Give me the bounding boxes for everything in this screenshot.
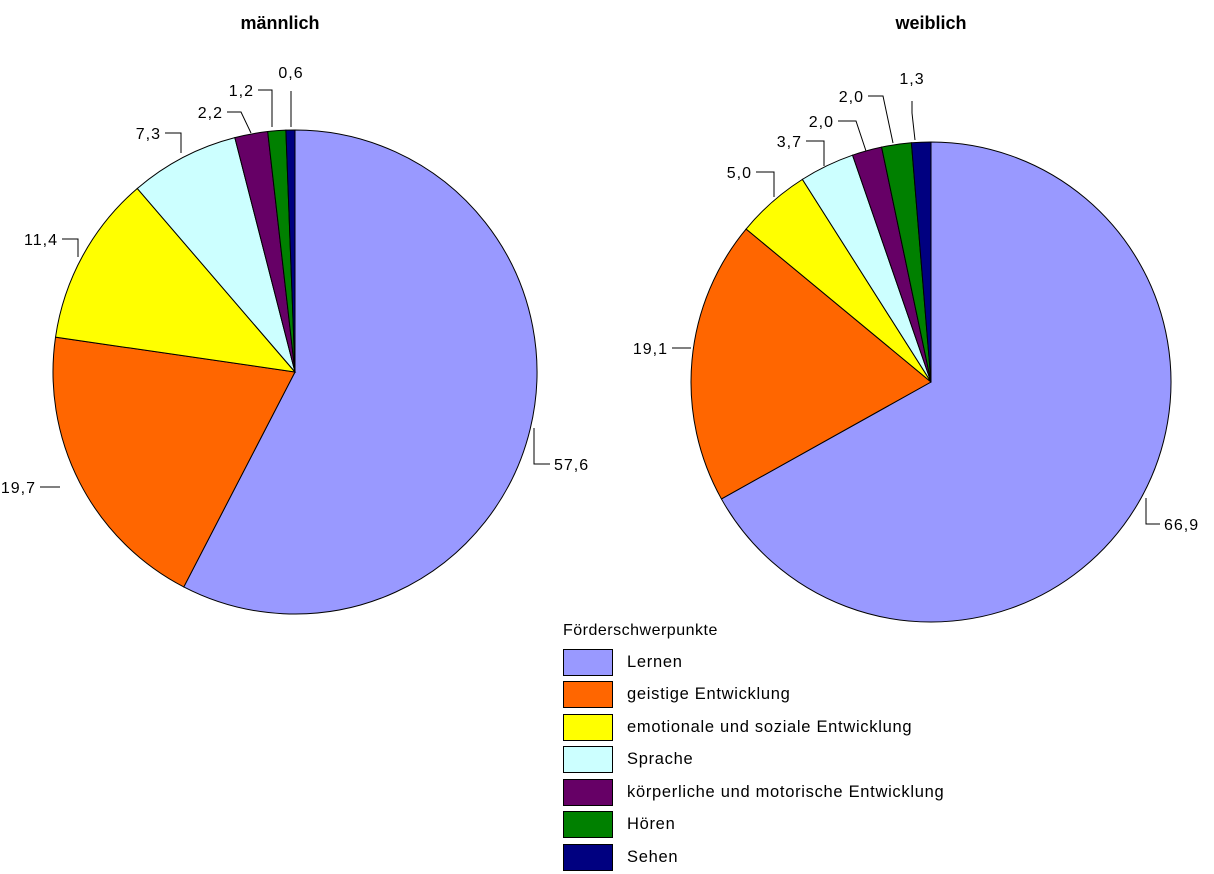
legend-item-hoeren: Hören <box>563 809 944 842</box>
leader-line <box>165 132 182 153</box>
legend-swatch <box>563 681 613 709</box>
legend-label: geistige Entwicklung <box>627 685 791 704</box>
leader-line <box>227 111 252 134</box>
legend-label: körperliche und motorische Entwicklung <box>627 782 945 801</box>
pie-slice-weiblich-geistige-entwicklung <box>690 228 932 500</box>
legend-swatch <box>563 746 613 774</box>
pie-slice-maennlich-lernen <box>183 129 538 615</box>
legend-swatch <box>563 811 613 839</box>
leader-line <box>533 428 550 465</box>
leader-line <box>838 120 867 152</box>
leader-line <box>258 89 273 127</box>
data-label: 7,3 <box>136 126 161 143</box>
data-label: 1,3 <box>899 71 924 88</box>
legend-items: Lernen geistige Entwicklung emotionale und… <box>563 646 944 874</box>
data-label: 11,4 <box>24 232 58 249</box>
data-label: 57,6 <box>554 457 589 474</box>
legend-label: Hören <box>627 815 676 834</box>
pie-title-maennlich: männlich <box>240 13 319 33</box>
data-label: 2,0 <box>839 89 864 106</box>
data-label: 1,2 <box>229 83 254 100</box>
legend-item-sehen: Sehen <box>563 841 944 874</box>
legend-item-lernen: Lernen <box>563 646 944 679</box>
legend: Förderschwerpunkte Lernen geistige Entwic… <box>563 622 944 874</box>
data-label: 2,0 <box>809 114 834 131</box>
legend-label: Sehen <box>627 847 679 866</box>
data-label: 19,1 <box>633 341 668 358</box>
legend-item-koerperliche-motorische-entwicklung: körperliche und motorische Entwicklung <box>563 776 944 809</box>
legend-item-emotionale-soziale-entwicklung: emotionale und soziale Entwicklung <box>563 711 944 744</box>
pie-weiblich: 66,9 19,1 5,0 3,7 2,0 2,0 1,3 <box>633 71 1199 623</box>
data-label: 66,9 <box>1164 517 1199 534</box>
legend-label: emotionale und soziale Entwicklung <box>627 717 913 736</box>
data-label: 2,2 <box>198 105 223 122</box>
data-label: 3,7 <box>777 134 802 151</box>
pie-maennlich: 57,6 19,7 11,4 7,3 2,2 1,2 0,6 <box>1 65 589 615</box>
pie-slice-maennlich-emotionale-soziale-entwicklung <box>54 187 297 373</box>
legend-title: Förderschwerpunkte <box>563 622 718 639</box>
leader-line <box>868 95 894 144</box>
pie-slice-weiblich-sehen <box>910 141 932 383</box>
legend-item-geistige-entwicklung: geistige Entwicklung <box>563 679 944 712</box>
leader-line <box>806 140 825 166</box>
leader-line <box>62 238 79 257</box>
legend-label: Lernen <box>627 652 683 671</box>
legend-item-sprache: Sprache <box>563 744 944 777</box>
legend-swatch <box>563 648 613 676</box>
legend-swatch <box>563 713 613 741</box>
legend-swatch <box>563 778 613 806</box>
data-label: 19,7 <box>1 480 36 497</box>
legend-swatch <box>563 843 613 871</box>
pie-slice-maennlich-sehen <box>285 129 296 373</box>
pie-slice-maennlich-geistige-entwicklung <box>52 336 296 588</box>
leader-line <box>1145 498 1160 525</box>
pie-slice-weiblich-lernen <box>720 141 1172 623</box>
data-label: 5,0 <box>727 165 752 182</box>
pie-title-weiblich: weiblich <box>894 13 966 33</box>
legend-label: Sprache <box>627 750 694 769</box>
data-label: 0,6 <box>278 65 303 82</box>
pie-slice-maennlich-sprache <box>136 136 296 373</box>
leader-line <box>756 171 775 197</box>
leader-line <box>911 101 916 141</box>
